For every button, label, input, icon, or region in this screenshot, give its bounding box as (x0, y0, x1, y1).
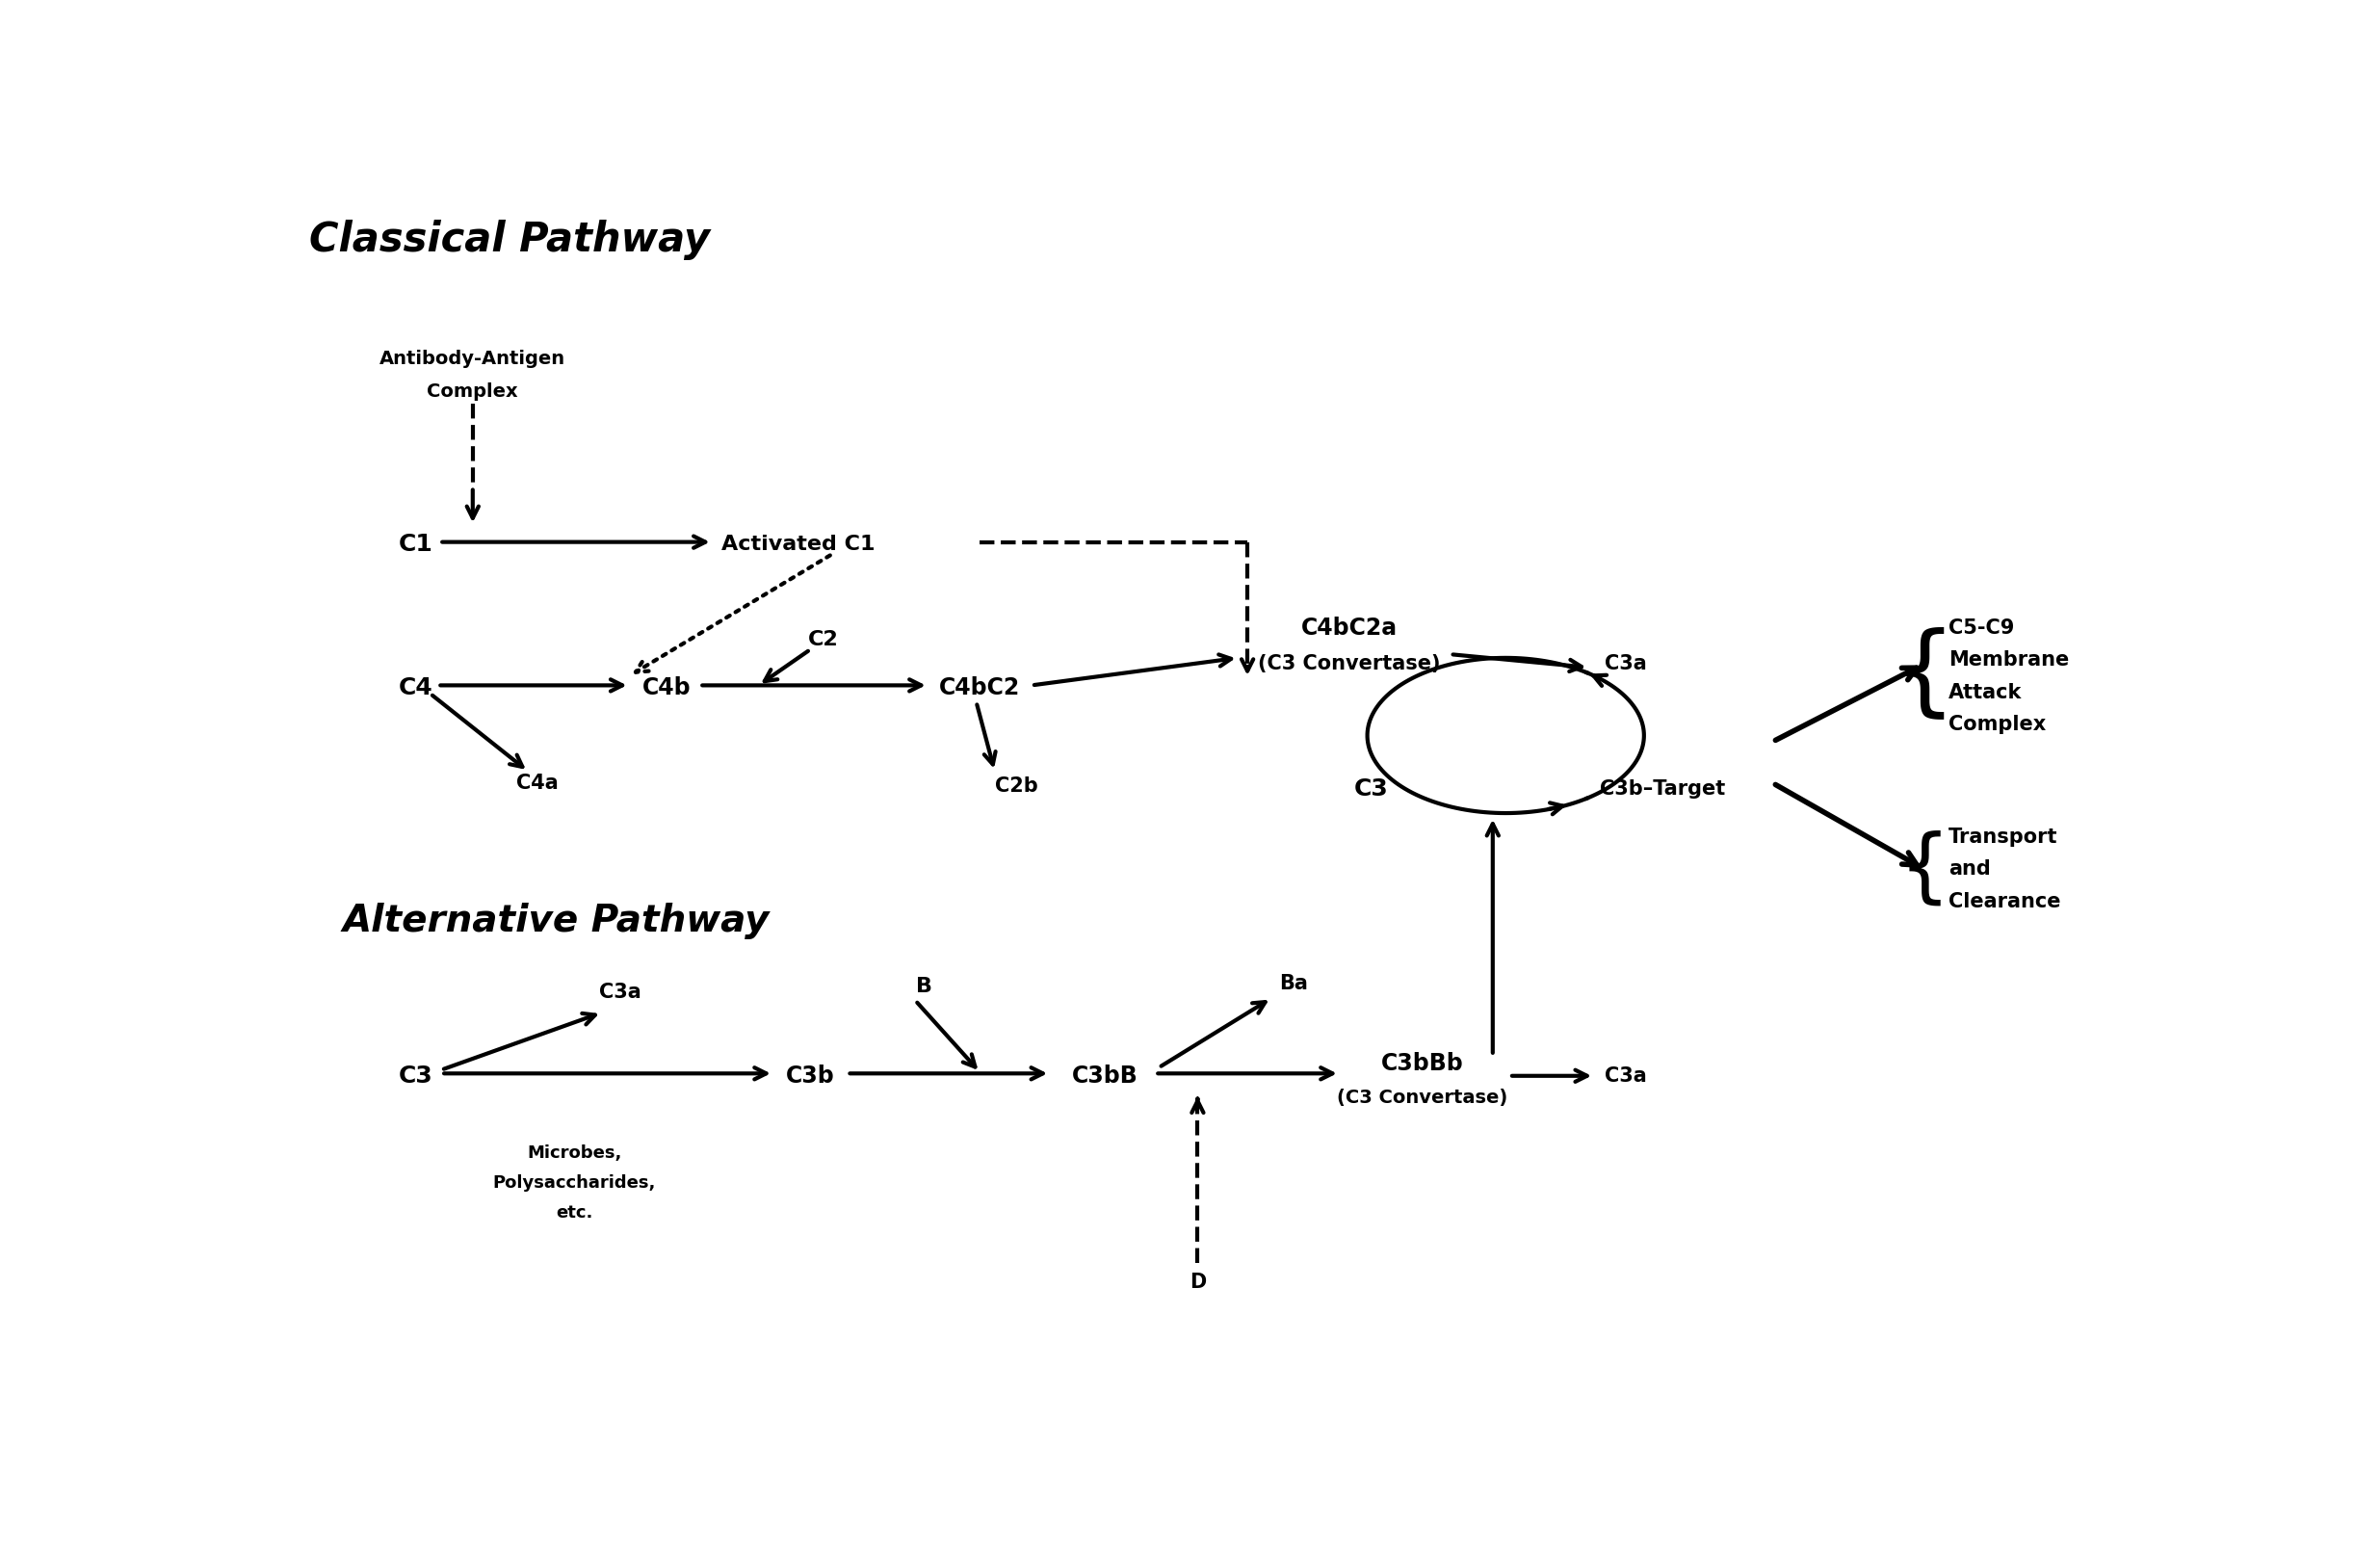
Text: etc.: etc. (555, 1205, 593, 1222)
Text: C2: C2 (807, 630, 838, 650)
Text: Complex: Complex (426, 383, 519, 400)
Text: Activated C1: Activated C1 (721, 535, 876, 554)
Text: C1: C1 (400, 534, 433, 555)
Text: C4bC2a: C4bC2a (1299, 616, 1397, 639)
Text: C4a: C4a (516, 774, 559, 793)
Text: C5-C9: C5-C9 (1949, 619, 2013, 637)
Text: C3: C3 (400, 1064, 433, 1087)
Text: D: D (1190, 1273, 1207, 1292)
Text: Polysaccharides,: Polysaccharides, (493, 1174, 657, 1193)
Text: B: B (916, 977, 933, 996)
Text: C4bC2: C4bC2 (940, 676, 1021, 700)
Text: Microbes,: Microbes, (526, 1145, 621, 1162)
Text: {: { (1899, 830, 1949, 909)
Text: Complex: Complex (1949, 715, 2047, 734)
Text: Ba: Ba (1278, 974, 1309, 994)
Text: Membrane: Membrane (1949, 650, 2068, 670)
Text: Antibody-Antigen: Antibody-Antigen (381, 351, 566, 369)
Text: (C3 Convertase): (C3 Convertase) (1338, 1089, 1509, 1106)
Text: (C3 Convertase): (C3 Convertase) (1257, 655, 1440, 673)
Text: C3a: C3a (1604, 655, 1647, 673)
Text: C4b: C4b (643, 676, 690, 700)
Text: Classical Pathway: Classical Pathway (309, 220, 709, 261)
Text: and: and (1949, 859, 1990, 879)
Text: Alternative Pathway: Alternative Pathway (343, 903, 769, 938)
Text: {: { (1892, 627, 1956, 723)
Text: C2b: C2b (995, 776, 1038, 796)
Text: Clearance: Clearance (1949, 892, 2061, 910)
Text: C3bB: C3bB (1073, 1064, 1138, 1087)
Text: C3a: C3a (1604, 1066, 1647, 1086)
Text: C3b–Target: C3b–Target (1599, 780, 1726, 799)
Text: C3b: C3b (785, 1064, 835, 1087)
Text: C3a: C3a (600, 983, 640, 1002)
Text: C3: C3 (1354, 777, 1388, 800)
Text: C3bBb: C3bBb (1380, 1052, 1464, 1075)
Text: Attack: Attack (1949, 682, 2023, 703)
Text: Transport: Transport (1949, 827, 2059, 847)
Text: C4: C4 (400, 676, 433, 700)
